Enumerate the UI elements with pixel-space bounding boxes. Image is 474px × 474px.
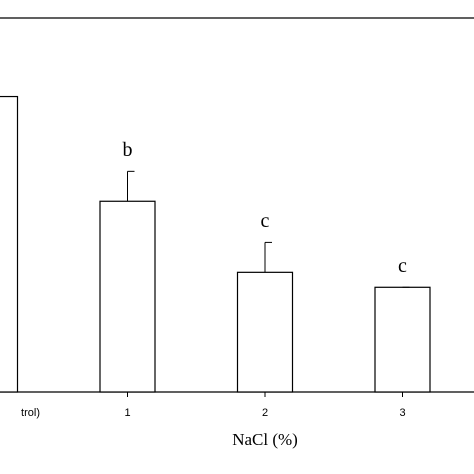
x-tick-label: trol) [21, 407, 40, 419]
x-tick-label: 2 [262, 407, 268, 419]
x-tick-label: 1 [124, 407, 130, 419]
x-axis-label: NaCl (%) [232, 430, 298, 449]
significance-letter: c [398, 255, 407, 277]
significance-letter: b [123, 139, 133, 161]
bar [99, 200, 156, 393]
bar [374, 286, 431, 393]
x-tick-label: 3 [399, 407, 405, 419]
bar [0, 95, 19, 393]
significance-letter: c [261, 210, 270, 232]
bar [236, 271, 294, 393]
